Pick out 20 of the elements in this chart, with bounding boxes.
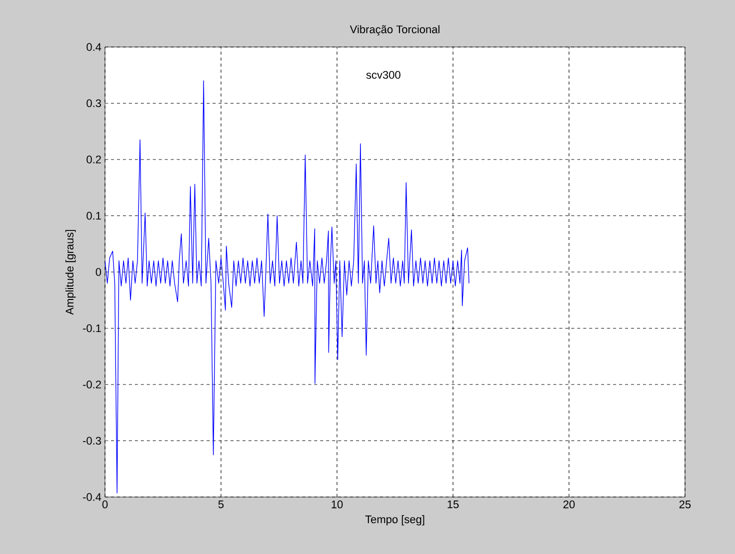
chart-title: Vibração Torcional	[350, 25, 440, 36]
y-axis-title: Amplitude [graus]	[65, 230, 76, 315]
x-tick-label: 25	[679, 500, 691, 508]
x-tick-label: 20	[563, 500, 575, 508]
x-tick-label: 15	[448, 500, 459, 508]
y-tick-label: -0.1	[83, 324, 101, 332]
y-tick-label: -0.4	[83, 493, 102, 501]
y-tick-label: 0.2	[86, 156, 101, 164]
x-tick-label: 0	[102, 500, 108, 508]
y-tick-label: -0.3	[83, 436, 102, 445]
y-tick-label: 0.1	[86, 212, 101, 220]
x-tick-label: 5	[218, 500, 224, 508]
x-tick-label: 10	[332, 500, 343, 508]
y-tick-label: 0.4	[86, 43, 102, 51]
y-tick-label: 0.3	[86, 99, 102, 108]
annotation: scv300	[366, 70, 400, 79]
y-tick-label: -0.2	[83, 380, 101, 388]
y-tick-label: 0	[96, 268, 102, 276]
line-series	[105, 80, 470, 494]
x-axis-title: Tempo [seg]	[365, 515, 424, 526]
